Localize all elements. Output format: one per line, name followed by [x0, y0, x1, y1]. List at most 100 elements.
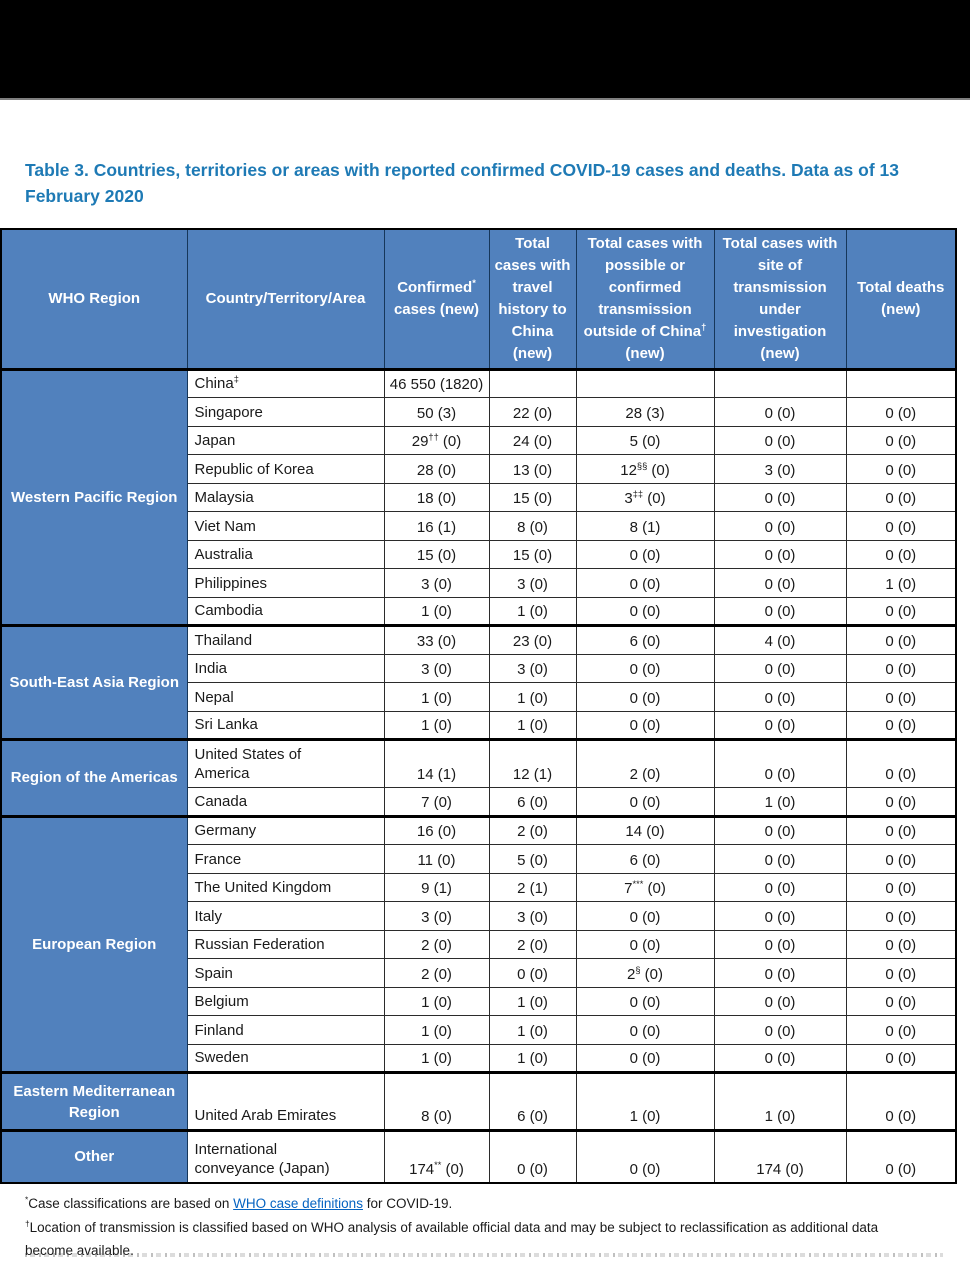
value-cell: 2 (0) [488, 814, 577, 845]
value-cell: 0 (0) [845, 787, 957, 817]
value-cell: 0 (0) [845, 511, 957, 541]
table-row: Other International conveyance (Japan) 174… [0, 1129, 957, 1183]
value-cell: 9 (1) [383, 872, 490, 902]
table-row: Sri Lanka 1 (0) 1 (0) 0 (0) 0 (0) 0 (0) [1, 710, 957, 740]
value-cell: 2 (0) [383, 958, 490, 988]
value-cell: 3 (0) [488, 568, 577, 598]
region-cell: Region of the Americas [0, 738, 188, 817]
value-cell: 3 (0) [383, 901, 490, 931]
value-cell: 0 (0) [845, 738, 957, 788]
value-cell: 3 (0) [383, 568, 490, 598]
country-cell: India [186, 653, 385, 683]
country-cell: Japan [186, 425, 385, 455]
top-black-bar [0, 0, 970, 98]
value-cell: 2§ (0) [575, 958, 715, 988]
value-cell: 15 (0) [488, 539, 577, 569]
value-cell: 1 (0) [713, 787, 847, 817]
column-header: Total deaths (new) [845, 228, 957, 371]
table-row: Singapore 50 (3) 22 (0) 28 (3) 0 (0) 0 (0) [1, 397, 957, 427]
value-cell: 3 (0) [488, 653, 577, 683]
country-cell: Philippines [186, 568, 385, 598]
value-cell: 8 (0) [488, 511, 577, 541]
footnote-marker: * [25, 1194, 29, 1205]
column-header: Total cases with travel history to China… [488, 228, 577, 371]
country-cell: China‡ [186, 367, 385, 398]
value-cell: 0 (0) [845, 958, 957, 988]
footnote-marker: † [25, 1218, 30, 1228]
table-row: Japan 29†† (0) 24 (0) 5 (0) 0 (0) 0 (0) [1, 425, 957, 455]
value-cell: 3‡‡ (0) [575, 482, 715, 512]
value-cell: 2 (0) [488, 929, 577, 959]
value-cell: 0 (0) [845, 596, 957, 626]
table-row: Finland 1 (0) 1 (0) 0 (0) 0 (0) 0 (0) [1, 1015, 957, 1045]
value-cell: 0 (0) [575, 568, 715, 598]
value-cell: 0 (0) [575, 901, 715, 931]
value-cell: 0 (0) [713, 596, 847, 626]
value-cell: 4 (0) [713, 624, 847, 655]
value-cell: 0 (0) [575, 929, 715, 959]
value-cell: 0 (0) [575, 596, 715, 626]
country-cell: Thailand [186, 624, 385, 655]
value-cell: 3 (0) [383, 653, 490, 683]
region-cell: South-East Asia Region [0, 624, 188, 740]
column-header: Confirmed* cases (new) [383, 228, 490, 371]
value-cell: 0 (0) [713, 738, 847, 788]
value-cell: 0 (0) [713, 872, 847, 902]
value-cell [575, 367, 715, 398]
who-case-definitions-link[interactable]: WHO case definitions [233, 1196, 363, 1211]
table-body: Western Pacific Region China‡ 46 550 (1820… [0, 367, 957, 1183]
value-cell: 0 (0) [845, 1071, 957, 1131]
country-cell: Viet Nam [186, 511, 385, 541]
value-cell: 6 (0) [488, 787, 577, 817]
value-cell: 0 (0) [845, 1129, 957, 1183]
value-cell: 0 (0) [845, 539, 957, 569]
country-cell: United Arab Emirates [186, 1071, 385, 1131]
value-cell: 1 (0) [383, 682, 490, 712]
table-row: Nepal 1 (0) 1 (0) 0 (0) 0 (0) 0 (0) [1, 682, 957, 712]
value-cell: 0 (0) [575, 539, 715, 569]
value-cell: 0 (0) [713, 653, 847, 683]
value-cell: 50 (3) [383, 397, 490, 427]
value-cell: 0 (0) [575, 1043, 715, 1073]
value-cell: 28 (3) [575, 397, 715, 427]
value-cell [713, 367, 847, 398]
value-cell: 29†† (0) [383, 425, 490, 455]
value-cell: 0 (0) [845, 397, 957, 427]
value-cell: 6 (0) [575, 844, 715, 874]
value-cell: 11 (0) [383, 844, 490, 874]
value-cell: 0 (0) [845, 1015, 957, 1045]
country-cell: Germany [186, 814, 385, 845]
cut-off-text-line [25, 1253, 943, 1257]
table-row: Sweden 1 (0) 1 (0) 0 (0) 0 (0) 0 (0) [1, 1043, 957, 1073]
value-cell: 13 (0) [488, 454, 577, 484]
country-cell: Republic of Korea [186, 454, 385, 484]
value-cell: 0 (0) [713, 539, 847, 569]
value-cell [488, 367, 577, 398]
column-header: Total cases with site of transmission un… [713, 228, 847, 371]
value-cell: 0 (0) [845, 872, 957, 902]
country-cell: Sri Lanka [186, 710, 385, 740]
value-cell: 7*** (0) [575, 872, 715, 902]
value-cell: 0 (0) [713, 397, 847, 427]
value-cell: 0 (0) [713, 1015, 847, 1045]
column-header: WHO Region [0, 228, 188, 371]
value-cell: 1 (0) [383, 1015, 490, 1045]
region-cell: European Region [0, 814, 188, 1073]
value-cell: 0 (0) [575, 986, 715, 1016]
value-cell: 0 (0) [845, 482, 957, 512]
value-cell: 1 (0) [713, 1071, 847, 1131]
value-cell: 2 (0) [575, 738, 715, 788]
country-cell: Cambodia [186, 596, 385, 626]
table-row: Malaysia 18 (0) 15 (0) 3‡‡ (0) 0 (0) 0 (0) [1, 482, 957, 512]
country-cell: Sweden [186, 1043, 385, 1073]
value-cell: 0 (0) [575, 710, 715, 740]
value-cell: 7 (0) [383, 787, 490, 817]
value-cell: 1 (0) [383, 710, 490, 740]
column-header: Country/Territory/Area [186, 228, 385, 371]
value-cell: 0 (0) [713, 929, 847, 959]
table-row: Republic of Korea 28 (0) 13 (0) 12§§ (0) 3 (… [1, 454, 957, 484]
value-cell: 0 (0) [713, 901, 847, 931]
value-cell: 2 (1) [488, 872, 577, 902]
value-cell: 0 (0) [845, 986, 957, 1016]
value-cell: 1 (0) [488, 710, 577, 740]
